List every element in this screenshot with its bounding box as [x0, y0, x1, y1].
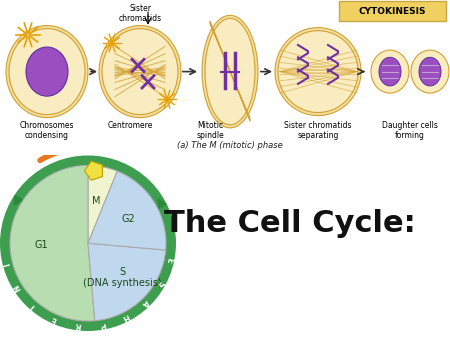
- Text: H: H: [121, 312, 130, 322]
- Text: Daughter cells
forming: Daughter cells forming: [382, 121, 438, 140]
- Ellipse shape: [278, 31, 358, 113]
- Ellipse shape: [411, 50, 449, 93]
- Ellipse shape: [99, 26, 181, 118]
- Ellipse shape: [419, 57, 441, 86]
- Text: G1: G1: [34, 240, 48, 250]
- FancyBboxPatch shape: [339, 1, 446, 22]
- Text: I: I: [3, 262, 13, 267]
- Text: (a) The M (mitotic) phase: (a) The M (mitotic) phase: [177, 141, 283, 150]
- Text: P: P: [99, 320, 106, 330]
- Ellipse shape: [102, 29, 178, 115]
- Ellipse shape: [9, 29, 85, 115]
- Ellipse shape: [379, 57, 401, 86]
- Text: E: E: [50, 314, 58, 324]
- Ellipse shape: [6, 26, 88, 118]
- Ellipse shape: [10, 166, 166, 321]
- Ellipse shape: [275, 28, 361, 116]
- Text: The Cell Cycle:: The Cell Cycle:: [164, 209, 416, 238]
- Text: Chromosomes
condensing: Chromosomes condensing: [20, 121, 74, 140]
- Wedge shape: [10, 166, 95, 321]
- Text: N: N: [12, 282, 23, 292]
- Ellipse shape: [371, 50, 409, 93]
- Text: Centromere: Centromere: [107, 121, 153, 130]
- Wedge shape: [88, 243, 166, 321]
- Ellipse shape: [202, 15, 258, 128]
- Ellipse shape: [0, 155, 176, 331]
- Wedge shape: [88, 171, 166, 250]
- Ellipse shape: [26, 47, 68, 96]
- Wedge shape: [88, 166, 117, 243]
- Text: R: R: [74, 320, 81, 330]
- Text: Sister chromatids
separating: Sister chromatids separating: [284, 121, 352, 140]
- Text: S: S: [155, 279, 166, 288]
- Text: A: A: [140, 297, 151, 308]
- Text: Mitotic
spindle: Mitotic spindle: [196, 121, 224, 140]
- Text: Sister
chromatids: Sister chromatids: [118, 4, 162, 24]
- Text: CYTOKINESIS: CYTOKINESIS: [358, 7, 426, 16]
- Text: E: E: [164, 257, 174, 264]
- Text: T: T: [28, 300, 39, 311]
- Text: G2: G2: [121, 214, 135, 224]
- Text: M: M: [92, 196, 100, 206]
- Ellipse shape: [205, 18, 255, 125]
- Text: S
(DNA synthesis): S (DNA synthesis): [83, 267, 162, 288]
